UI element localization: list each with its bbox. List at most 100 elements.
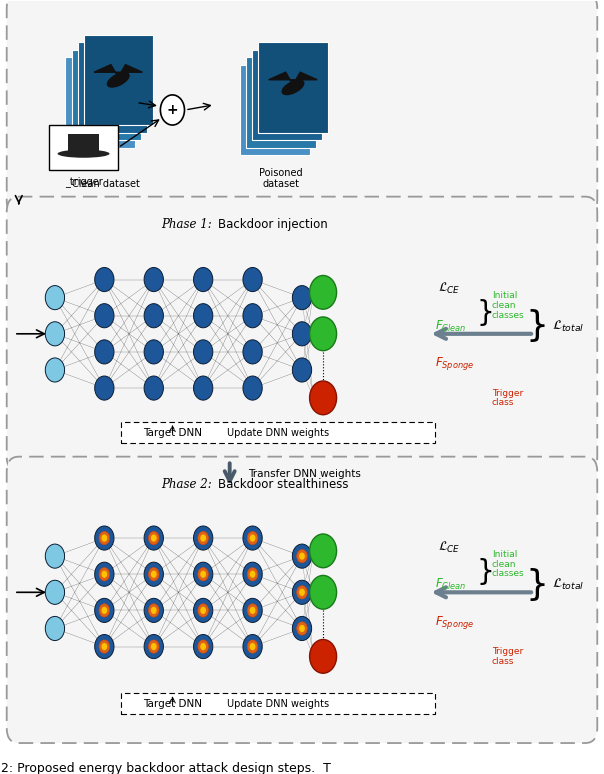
Circle shape (247, 640, 258, 653)
Circle shape (95, 340, 114, 364)
Circle shape (161, 95, 184, 125)
Circle shape (243, 268, 262, 292)
Text: Phase 1:: Phase 1: (161, 217, 211, 231)
Text: Transfer DNN weights: Transfer DNN weights (248, 469, 361, 479)
Circle shape (45, 616, 65, 641)
Circle shape (95, 268, 114, 292)
Circle shape (144, 598, 164, 622)
Text: Backdoor stealthiness: Backdoor stealthiness (217, 478, 348, 491)
Circle shape (45, 286, 65, 310)
FancyBboxPatch shape (121, 694, 434, 714)
Text: Target DNN: Target DNN (143, 699, 202, 709)
Text: Update DNN weights: Update DNN weights (227, 699, 329, 709)
Polygon shape (94, 65, 143, 77)
Circle shape (99, 604, 110, 617)
Circle shape (95, 376, 114, 400)
FancyBboxPatch shape (65, 57, 135, 148)
Text: $F_{Sponge}$: $F_{Sponge}$ (434, 614, 474, 631)
FancyBboxPatch shape (252, 50, 321, 140)
Circle shape (292, 580, 312, 604)
Circle shape (95, 598, 114, 622)
Circle shape (144, 303, 164, 327)
Text: $\mathcal{L}_{total}$: $\mathcal{L}_{total}$ (552, 319, 585, 334)
Text: Update DNN weights: Update DNN weights (227, 427, 329, 437)
Text: 2: Proposed energy backdoor attack design steps.  T: 2: Proposed energy backdoor attack desig… (1, 762, 330, 774)
Circle shape (243, 340, 262, 364)
Circle shape (198, 567, 208, 580)
Circle shape (151, 534, 156, 542)
Circle shape (101, 643, 108, 650)
Circle shape (310, 276, 336, 310)
Circle shape (95, 526, 114, 550)
Circle shape (310, 534, 336, 568)
FancyBboxPatch shape (259, 42, 327, 132)
Circle shape (310, 639, 336, 673)
FancyBboxPatch shape (7, 457, 597, 743)
Ellipse shape (57, 149, 109, 158)
Circle shape (249, 534, 255, 542)
Circle shape (201, 534, 206, 542)
Circle shape (243, 562, 262, 586)
Text: $\mathcal{L}_{total}$: $\mathcal{L}_{total}$ (552, 577, 585, 592)
Circle shape (101, 534, 108, 542)
Circle shape (292, 322, 312, 346)
Circle shape (201, 607, 206, 614)
Circle shape (193, 635, 213, 659)
Text: Clean dataset: Clean dataset (72, 179, 140, 189)
Polygon shape (269, 72, 317, 85)
FancyBboxPatch shape (121, 422, 434, 443)
Circle shape (243, 635, 262, 659)
FancyBboxPatch shape (240, 65, 309, 156)
FancyBboxPatch shape (49, 125, 118, 170)
Circle shape (99, 640, 110, 653)
Circle shape (249, 570, 255, 578)
Text: Backdoor injection: Backdoor injection (217, 217, 327, 231)
Circle shape (243, 303, 262, 327)
Text: $\mathcal{L}_{CE}$: $\mathcal{L}_{CE}$ (437, 539, 460, 555)
FancyBboxPatch shape (68, 134, 99, 152)
Text: Initial
clean
classes: Initial clean classes (492, 291, 524, 320)
Circle shape (249, 607, 255, 614)
Circle shape (45, 580, 65, 604)
Circle shape (299, 625, 305, 632)
Circle shape (144, 340, 164, 364)
FancyBboxPatch shape (83, 35, 153, 125)
Circle shape (193, 598, 213, 622)
Circle shape (243, 376, 262, 400)
Circle shape (193, 526, 213, 550)
Circle shape (247, 604, 258, 617)
Circle shape (144, 635, 164, 659)
Circle shape (149, 640, 159, 653)
Text: }: } (525, 310, 548, 344)
Circle shape (99, 532, 110, 545)
Text: Poisoned
dataset: Poisoned dataset (259, 167, 303, 189)
Circle shape (144, 526, 164, 550)
Circle shape (99, 567, 110, 580)
Circle shape (198, 640, 208, 653)
Circle shape (297, 550, 307, 563)
Circle shape (292, 544, 312, 568)
Text: }: } (477, 557, 495, 586)
FancyBboxPatch shape (71, 50, 141, 140)
Circle shape (201, 643, 206, 650)
Circle shape (101, 570, 108, 578)
Text: Target DNN: Target DNN (143, 428, 202, 438)
Circle shape (297, 586, 307, 599)
FancyBboxPatch shape (7, 197, 597, 471)
Text: Phase 2:: Phase 2: (161, 478, 211, 491)
Circle shape (45, 322, 65, 346)
Circle shape (151, 570, 156, 578)
Circle shape (299, 589, 305, 596)
Circle shape (95, 562, 114, 586)
Circle shape (249, 643, 255, 650)
Circle shape (292, 358, 312, 382)
Circle shape (193, 303, 213, 327)
Circle shape (247, 532, 258, 545)
Circle shape (193, 376, 213, 400)
Circle shape (144, 376, 164, 400)
Circle shape (201, 570, 206, 578)
Circle shape (144, 268, 164, 292)
Text: Trigger
class: Trigger class (492, 389, 523, 407)
Text: +: + (167, 103, 178, 117)
Circle shape (95, 303, 114, 327)
